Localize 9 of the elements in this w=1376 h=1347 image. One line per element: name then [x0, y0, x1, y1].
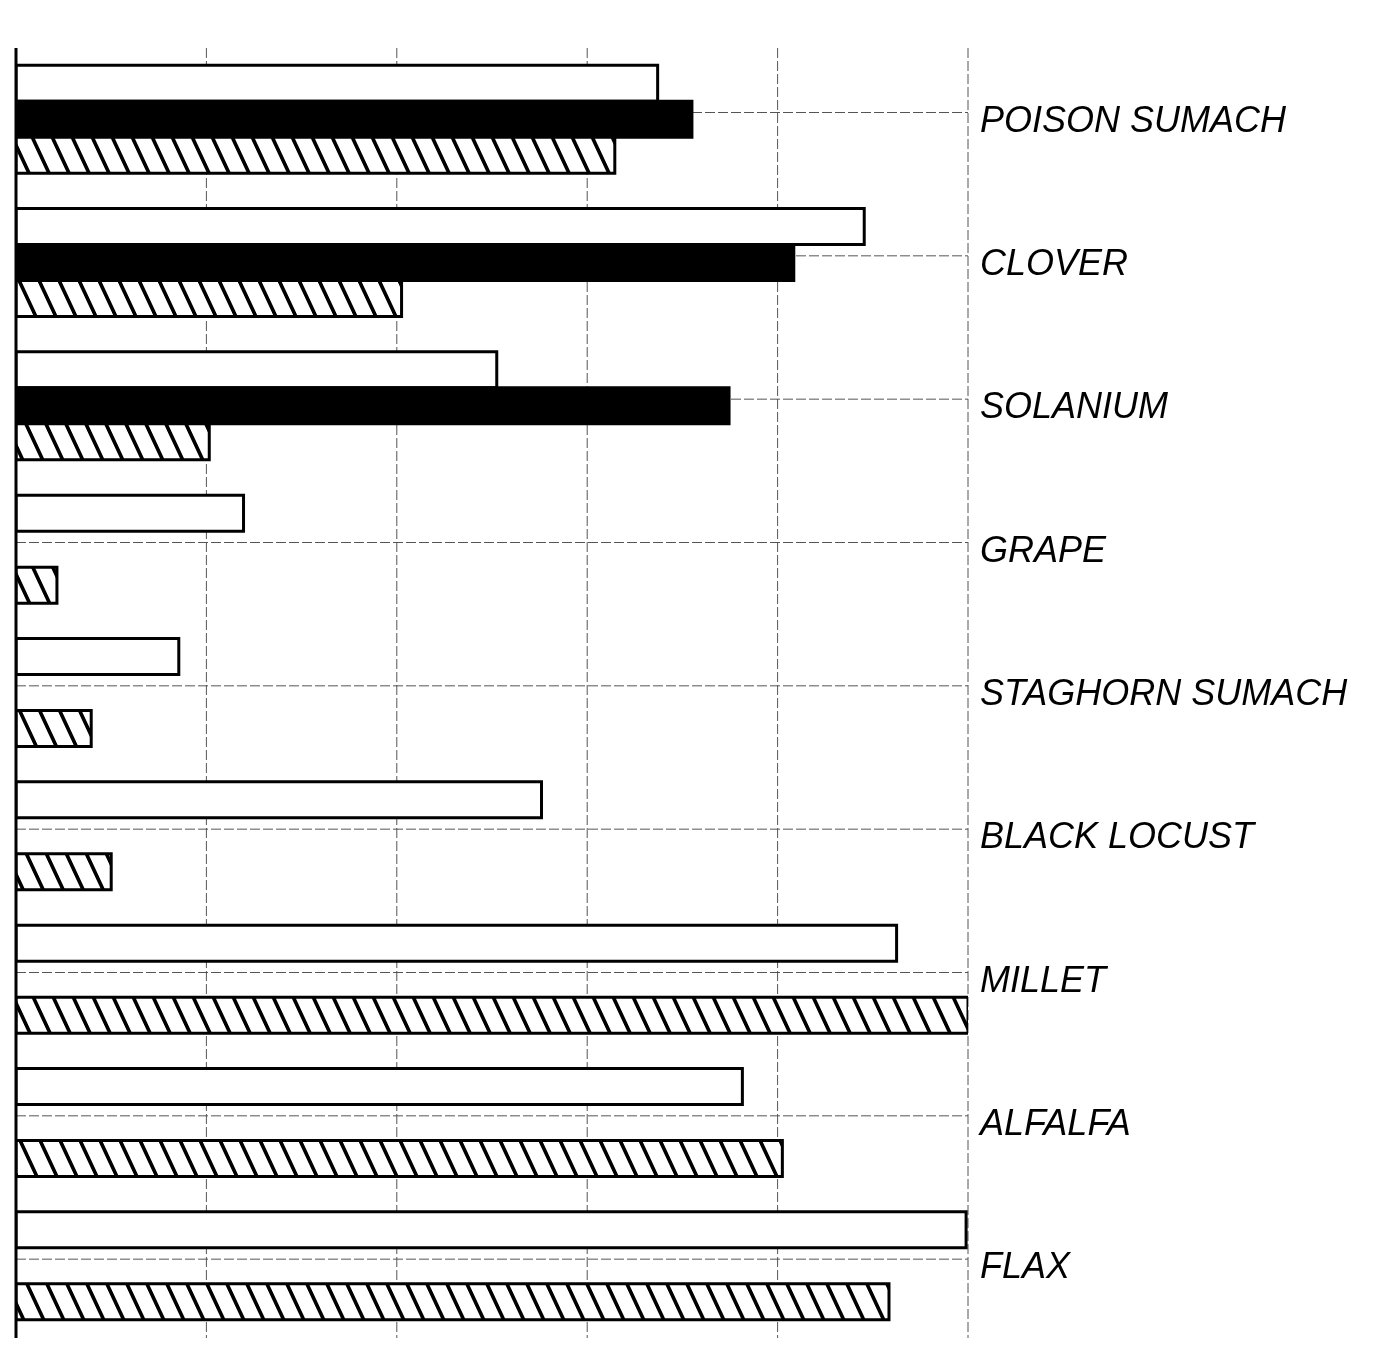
y-tick-label: GRAPE [980, 528, 1108, 570]
y-tick-label: SOLANIUM [980, 385, 1169, 427]
y-tick-label: FLAX [980, 1245, 1073, 1287]
y-tick-label: ALFALFA [978, 1102, 1131, 1143]
y-tick-label: MILLET [980, 958, 1110, 1000]
y-tick-label: POISON SUMACH [980, 98, 1288, 140]
y-tick-label: BLACK LOCUST [980, 815, 1258, 857]
y-tick-label: STAGHORN SUMACH [980, 672, 1349, 713]
y-tick-label: CLOVER [980, 242, 1129, 283]
